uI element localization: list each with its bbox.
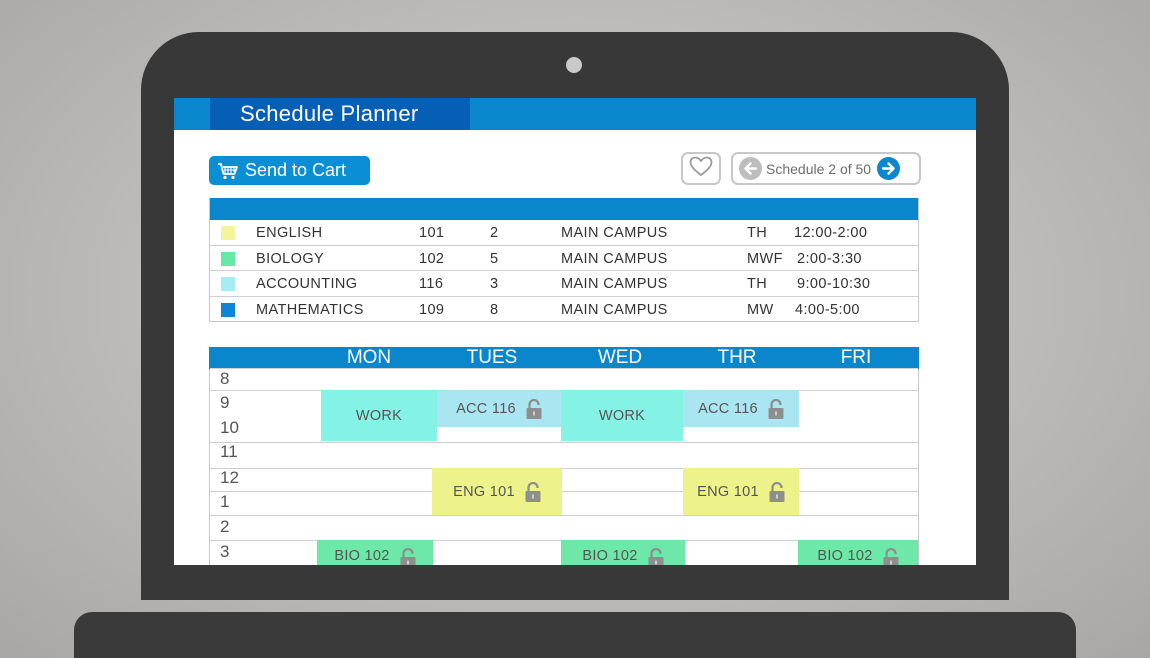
day-header-wed: WED <box>597 347 643 368</box>
lock-icon <box>400 548 416 565</box>
event-bio-102-fri[interactable]: BIO 102 <box>798 540 918 565</box>
table-row[interactable]: BIOLOGY 102 5 MAIN CAMPUS MWF 2:00-3:30 <box>210 246 918 271</box>
grid-line <box>210 468 918 469</box>
course-section: 3 <box>490 276 499 292</box>
lock-icon <box>525 481 541 502</box>
schedule-pager: Schedule 2 of 50 <box>731 152 921 185</box>
course-name: ENGLISH <box>256 225 323 241</box>
event-label: ACC 116 <box>698 400 758 417</box>
lock-icon <box>526 398 542 419</box>
lock-icon <box>883 548 899 565</box>
course-time: 4:00-5:00 <box>795 301 860 318</box>
calendar-header: MON TUES WED THR FRI <box>209 347 919 369</box>
send-to-cart-button[interactable]: Send to Cart <box>209 156 370 185</box>
course-days: MW <box>747 301 774 318</box>
course-location: MAIN CAMPUS <box>561 276 668 292</box>
table-row[interactable]: ENGLISH 101 2 MAIN CAMPUS TH 12:00-2:00 <box>210 220 918 246</box>
course-color-swatch <box>221 302 235 317</box>
event-bio-102-wed[interactable]: BIO 102 <box>561 540 685 565</box>
course-table-header <box>210 198 918 220</box>
course-number: 109 <box>419 301 445 318</box>
hour-label: 3 <box>220 542 230 561</box>
course-time: 12:00-2:00 <box>794 225 868 241</box>
hour-label: 9 <box>220 393 230 412</box>
grid-line <box>210 491 918 492</box>
favorite-button[interactable] <box>681 152 721 185</box>
hour-label: 8 <box>220 369 230 388</box>
grid-line <box>210 515 918 516</box>
event-label: WORK <box>355 407 403 424</box>
course-number: 116 <box>419 276 444 292</box>
event-label: BIO 102 <box>582 548 638 564</box>
cart-icon <box>217 162 239 180</box>
course-number: 102 <box>419 250 445 267</box>
course-number: 101 <box>419 225 445 241</box>
course-section: 2 <box>490 225 499 241</box>
grid-line <box>210 368 918 369</box>
schedule-count: Schedule 2 of 50 <box>766 160 872 177</box>
course-color-swatch <box>221 277 235 291</box>
laptop-screen: Schedule Planner Send to Cart Schedule 2 <box>174 98 976 565</box>
hour-label: 2 <box>220 517 230 536</box>
course-name: ACCOUNTING <box>256 276 358 292</box>
table-row[interactable]: ACCOUNTING 116 3 MAIN CAMPUS TH 9:00-10:… <box>210 271 918 297</box>
event-bio-102-mon[interactable]: BIO 102 <box>317 540 433 565</box>
event-work-mon[interactable]: WORK <box>321 390 437 441</box>
lock-icon <box>769 481 785 502</box>
event-label: WORK <box>598 407 646 424</box>
event-label: ENG 101 <box>697 483 759 500</box>
lock-icon <box>768 398 784 419</box>
day-header-tues: TUES <box>466 347 518 368</box>
grid-line <box>210 442 918 443</box>
event-eng-101-tues[interactable]: ENG 101 <box>432 468 562 515</box>
course-location: MAIN CAMPUS <box>561 225 668 241</box>
course-location: MAIN CAMPUS <box>561 250 668 267</box>
app-title: Schedule Planner <box>240 101 419 126</box>
event-work-wed[interactable]: WORK <box>561 390 683 441</box>
hour-label: 1 <box>220 492 230 511</box>
webcam-icon <box>566 57 582 73</box>
event-acc-116-thr[interactable]: ACC 116 <box>683 390 799 427</box>
course-time: 2:00-3:30 <box>797 250 862 267</box>
lock-icon <box>648 548 664 565</box>
course-color-swatch <box>221 251 235 266</box>
course-name: BIOLOGY <box>256 250 325 267</box>
day-header-fri: FRI <box>840 347 872 368</box>
course-section: 5 <box>490 250 499 267</box>
app-title-box: Schedule Planner <box>210 98 470 130</box>
course-time: 9:00-10:30 <box>797 276 871 292</box>
laptop-base <box>74 612 1076 658</box>
course-location: MAIN CAMPUS <box>561 301 668 318</box>
event-acc-116-tues[interactable]: ACC 116 <box>437 390 561 427</box>
arrow-right-icon[interactable] <box>877 157 901 180</box>
hour-label: 12 <box>220 468 239 487</box>
day-header-mon: MON <box>346 347 392 368</box>
calendar-grid: 8 9 10 11 12 1 2 3 WORK ACC 116 WORK ACC… <box>209 368 919 565</box>
course-section: 8 <box>490 301 499 318</box>
event-label: BIO 102 <box>334 548 390 564</box>
course-days: MWF <box>747 250 783 267</box>
hour-label: 11 <box>220 442 238 461</box>
course-days: TH <box>747 225 768 241</box>
day-header-thr: THR <box>717 347 757 368</box>
event-eng-101-thr[interactable]: ENG 101 <box>683 468 799 515</box>
event-label: ENG 101 <box>453 483 515 500</box>
heart-icon <box>689 156 713 182</box>
send-to-cart-label: Send to Cart <box>245 160 347 180</box>
app-header: Schedule Planner <box>174 98 976 130</box>
course-color-swatch <box>221 226 235 240</box>
course-days: TH <box>747 276 768 292</box>
arrow-left-icon[interactable] <box>739 157 762 180</box>
table-row[interactable]: MATHEMATICS 109 8 MAIN CAMPUS MW 4:00-5:… <box>210 297 918 323</box>
hour-label: 10 <box>220 418 239 437</box>
course-table: ENGLISH 101 2 MAIN CAMPUS TH 12:00-2:00 … <box>209 198 919 322</box>
event-label: ACC 116 <box>456 400 516 417</box>
event-label: BIO 102 <box>817 548 873 564</box>
course-name: MATHEMATICS <box>256 301 364 318</box>
